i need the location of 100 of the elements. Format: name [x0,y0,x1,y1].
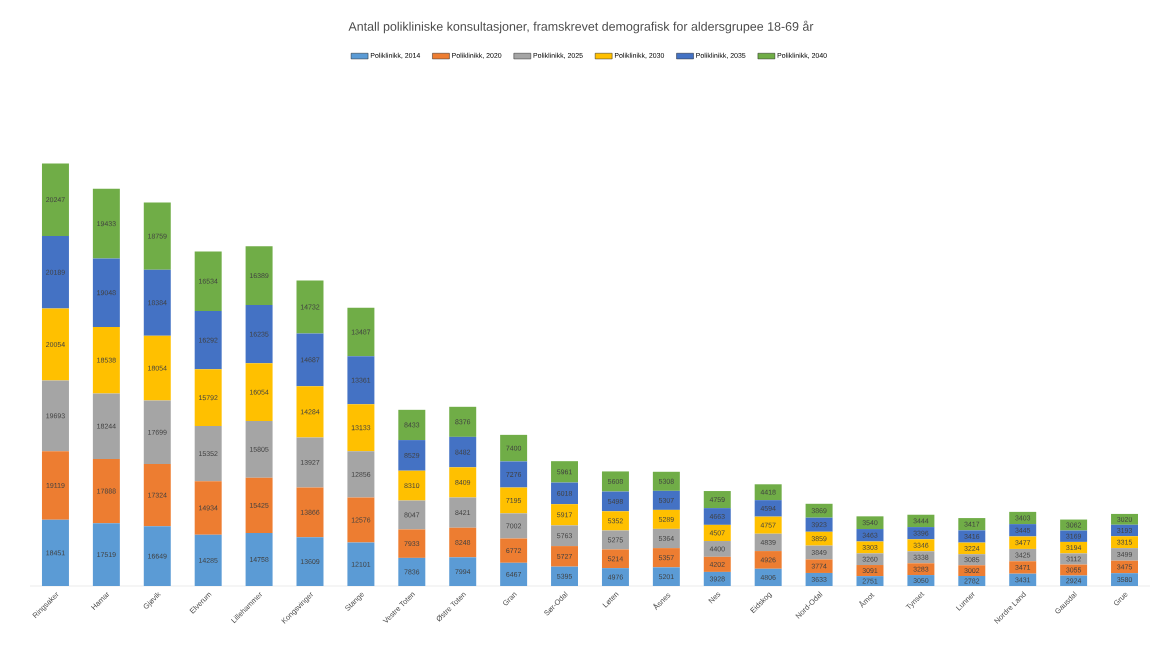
bar [449,557,477,586]
bar [245,363,273,421]
bar [856,553,884,566]
bar [1009,536,1037,549]
bar [296,333,324,387]
bar [601,568,629,586]
bar [41,451,69,520]
bar [347,497,375,543]
bar [449,406,477,437]
bar [1111,513,1139,525]
bar [601,471,629,492]
bar [143,464,171,527]
bar [856,576,884,586]
bar [958,565,986,577]
bar [805,572,833,586]
bar [296,280,324,334]
bar [856,565,884,577]
bar [754,568,782,586]
bar [194,481,222,535]
bar [652,490,680,510]
bar [805,559,833,573]
bar [398,470,426,501]
bar [958,576,986,586]
bar [551,482,579,505]
bar [703,571,731,586]
bar [703,491,731,509]
bar [194,426,222,482]
bar [703,508,731,525]
bar [143,269,171,336]
bar [347,404,375,452]
bar [449,467,477,498]
bar [347,542,375,586]
bar [907,539,935,552]
bar [703,541,731,557]
bar [245,420,273,478]
bar [805,517,833,532]
bar [92,326,120,394]
bar [652,548,680,568]
bar [754,500,782,517]
bar [449,527,477,558]
bar [551,546,579,567]
bar [1009,561,1037,574]
bar [500,487,528,514]
bar [449,497,477,528]
bar [1060,553,1088,565]
bar [92,393,120,459]
bar [143,335,171,401]
bar [245,305,273,364]
bar [296,386,324,438]
bar [652,528,680,549]
bar [194,369,222,427]
bar [143,526,171,586]
bar [907,563,935,576]
bar [551,461,579,483]
bar [143,400,171,465]
bar [856,529,884,542]
bar [907,575,935,586]
bar [347,307,375,357]
bar [92,458,120,524]
bar [500,562,528,586]
bar [601,530,629,550]
bar [907,527,935,540]
bar [907,514,935,528]
bar [754,484,782,501]
bar [245,246,273,306]
bar [296,437,324,488]
bar [143,202,171,270]
bar [194,251,222,311]
bar [805,531,833,546]
bar [907,551,935,564]
bar [194,310,222,370]
bar [805,503,833,518]
bar [754,551,782,569]
bar [703,556,731,572]
bar [1111,536,1139,549]
bar [398,440,426,471]
bar [347,356,375,405]
bar [398,500,426,530]
bar [1111,560,1139,574]
bar [856,541,884,554]
bar [551,566,579,586]
bar [601,491,629,512]
bar [194,534,222,586]
bar [551,525,579,547]
bar [296,537,324,586]
bar [500,461,528,488]
chart-title: Antall polikliniske konsultasjoner, framskrevet demografisk for aldersgrupee 18-69 år [348,20,814,34]
bar [958,530,986,543]
bar [1111,573,1139,586]
bar [1060,564,1088,576]
bar [41,163,69,237]
bar [1111,548,1139,561]
bar [92,523,120,586]
bar [551,504,579,526]
bar [500,538,528,563]
bar [245,477,273,534]
bar [500,513,528,539]
bar [398,409,426,441]
bar [41,308,69,381]
bar [1009,511,1037,525]
